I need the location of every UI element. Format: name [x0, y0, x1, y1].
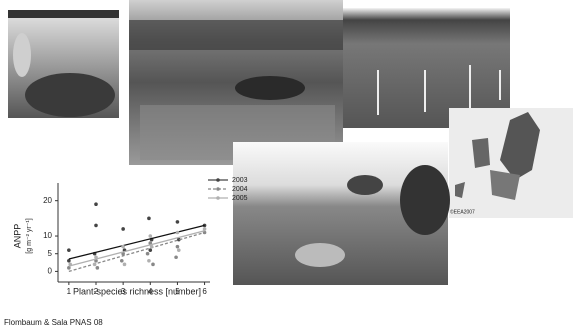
x-tick-label: 5 — [175, 287, 180, 296]
point — [148, 234, 152, 238]
point — [96, 266, 100, 270]
legend-label: 2005 — [232, 195, 248, 202]
legend-marker — [216, 178, 220, 182]
point — [120, 259, 124, 263]
chart: Plant-species richness [number] ANPP [g … — [12, 177, 247, 297]
point — [176, 220, 180, 224]
y-tick-label: 0 — [48, 267, 53, 276]
point — [67, 259, 71, 263]
x-tick-label: 3 — [121, 287, 126, 296]
slide: ©EEA2007 Flombaum & Sala PNAS 08 Plant-s… — [0, 0, 573, 329]
legend-marker — [216, 187, 220, 191]
point — [147, 217, 151, 221]
point — [121, 227, 125, 231]
x-tick-label: 1 — [67, 287, 72, 296]
point — [174, 255, 178, 259]
point — [94, 224, 98, 228]
point — [146, 252, 150, 256]
y-tick-label: 5 — [48, 249, 53, 258]
x-axis-label: Plant-species richness [number] — [73, 286, 201, 296]
point — [176, 231, 180, 235]
source-caption: Flombaum & Sala PNAS 08 — [4, 318, 103, 327]
legend-marker — [216, 196, 220, 200]
point — [177, 248, 181, 252]
point — [123, 263, 127, 267]
point — [67, 266, 71, 270]
photo-landscape — [129, 0, 343, 165]
fit-line — [69, 231, 205, 266]
point — [93, 263, 97, 267]
y-tick-label: 10 — [43, 231, 52, 240]
point — [121, 245, 125, 249]
point — [94, 202, 98, 206]
fit-line — [69, 233, 205, 272]
photo-greenhouse — [8, 10, 119, 118]
y-axis-label: ANPP — [12, 224, 22, 249]
x-tick-label: 2 — [94, 287, 99, 296]
y-tick-label: 20 — [43, 196, 52, 205]
x-tick-label: 6 — [202, 287, 207, 296]
y-axis-units: [g m⁻² yr⁻¹] — [26, 218, 33, 253]
point — [67, 248, 71, 252]
legend-label: 2003 — [232, 177, 248, 184]
map-credit: ©EEA2007 — [450, 208, 475, 215]
point — [148, 248, 152, 252]
x-tick-label: 4 — [148, 287, 153, 296]
photo-steppe — [233, 142, 450, 285]
point — [151, 263, 155, 267]
point — [147, 259, 151, 263]
legend-label: 2004 — [232, 186, 248, 193]
point — [176, 245, 180, 249]
point — [203, 227, 207, 231]
fit-line — [69, 225, 205, 259]
photo-map — [449, 108, 573, 218]
